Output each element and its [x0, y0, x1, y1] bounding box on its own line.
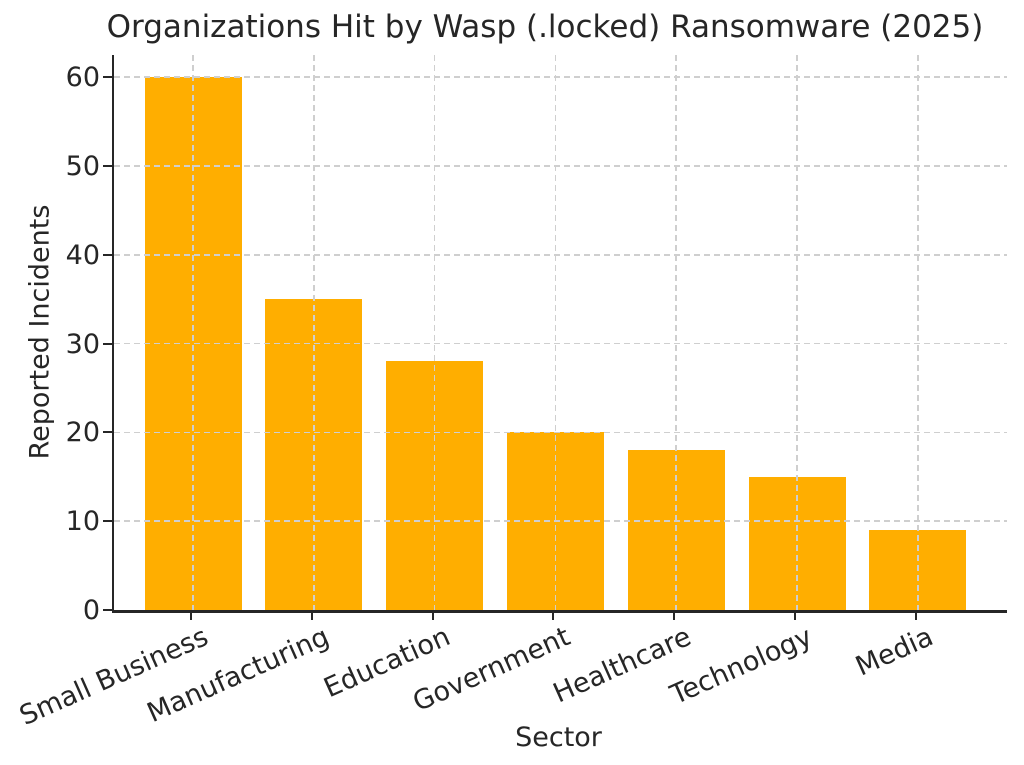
- gridline-vertical-technology: [796, 55, 798, 610]
- y-tick-label-0: 0: [82, 595, 100, 626]
- gridline-vertical-government: [554, 55, 557, 610]
- chart-title: Organizations Hit by Wasp (.locked) Rans…: [106, 9, 984, 45]
- x-tick-mark-education: [431, 613, 434, 620]
- x-tick-label-media: Media: [850, 621, 938, 683]
- gridline-horizontal-40: [114, 254, 1007, 256]
- x-axis-label: Sector: [515, 722, 602, 753]
- y-tick-label-30: 30: [65, 328, 100, 360]
- y-tick-label-10: 10: [65, 506, 100, 538]
- y-tick-label-60: 60: [65, 62, 100, 94]
- plot-area: [112, 55, 1007, 613]
- gridline-horizontal-30: [114, 342, 1007, 345]
- gridline-vertical-small-business: [192, 55, 194, 610]
- y-tick-mark-20: [103, 431, 112, 434]
- x-tick-mark-government: [552, 613, 555, 620]
- y-tick-mark-50: [103, 165, 112, 167]
- y-tick-label-50: 50: [65, 151, 100, 182]
- y-tick-mark-0: [103, 609, 112, 611]
- gridline-horizontal-20: [114, 431, 1007, 434]
- x-tick-mark-media: [914, 613, 917, 620]
- y-tick-label-20: 20: [65, 417, 100, 449]
- x-tick-mark-manufacturing: [310, 613, 313, 620]
- gridline-vertical-manufacturing: [313, 55, 315, 610]
- gridline-horizontal-60: [114, 76, 1007, 78]
- x-tick-mark-small-business: [190, 613, 192, 620]
- gridline-horizontal-50: [114, 165, 1007, 167]
- y-tick-mark-60: [103, 76, 112, 79]
- gridline-horizontal-10: [114, 520, 1007, 522]
- gridline-vertical-education: [433, 55, 436, 610]
- y-tick-mark-10: [103, 520, 112, 523]
- y-tick-mark-40: [103, 253, 112, 256]
- gridline-vertical-media: [917, 55, 919, 610]
- y-tick-mark-30: [103, 342, 112, 345]
- y-tick-label-40: 40: [65, 239, 100, 271]
- x-tick-mark-technology: [794, 613, 796, 620]
- x-tick-mark-healthcare: [673, 613, 676, 620]
- gridline-vertical-healthcare: [675, 55, 677, 610]
